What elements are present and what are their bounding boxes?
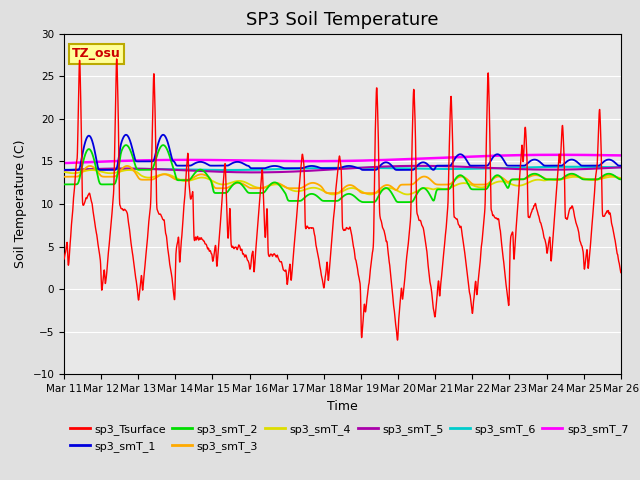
sp3_smT_4 [568,174,576,180]
sp3_smT_3 [584,177,591,182]
sp3_smT_7 [554,152,561,158]
Line: sp3_smT_3: sp3_smT_3 [64,166,621,193]
sp3_smT_4 [617,175,625,181]
Line: sp3_Tsurface: sp3_Tsurface [64,59,621,340]
sp3_smT_1 [359,167,367,173]
sp3_Tsurface [60,256,68,262]
sp3_smT_2 [505,184,513,190]
sp3_smT_3 [60,174,68,180]
X-axis label: Time: Time [327,400,358,413]
sp3_smT_3 [568,172,576,178]
sp3_Tsurface [568,203,576,209]
sp3_smT_1 [504,163,512,168]
sp3_smT_1 [568,156,575,162]
sp3_smT_2 [568,171,576,177]
sp3_smT_4 [505,180,513,186]
sp3_smT_3 [505,179,513,185]
sp3_smT_5 [584,166,591,172]
sp3_smT_3 [359,190,367,196]
sp3_smT_7 [617,153,625,158]
sp3_smT_7 [584,152,591,158]
sp3_smT_2 [60,181,68,187]
sp3_Tsurface [617,270,625,276]
sp3_smT_2 [216,190,223,196]
sp3_smT_1 [60,167,68,173]
sp3_smT_1 [584,163,591,168]
Text: TZ_osu: TZ_osu [72,48,121,60]
sp3_Tsurface [394,337,401,343]
Line: sp3_smT_6: sp3_smT_6 [64,167,621,170]
Line: sp3_smT_2: sp3_smT_2 [64,145,621,202]
sp3_smT_5 [252,169,259,175]
sp3_smT_1 [371,167,379,173]
sp3_smT_7 [216,157,223,163]
sp3_smT_4 [60,169,68,175]
sp3_smT_2 [584,177,591,182]
sp3_smT_6 [221,167,228,173]
Legend: sp3_Tsurface, sp3_smT_1, sp3_smT_2, sp3_smT_3, sp3_smT_4, sp3_smT_5, sp3_smT_6, : sp3_Tsurface, sp3_smT_1, sp3_smT_2, sp3_… [70,424,628,452]
sp3_smT_5 [60,168,68,173]
sp3_smT_5 [505,166,513,171]
sp3_Tsurface [584,254,591,260]
sp3_smT_7 [504,153,512,158]
sp3_smT_5 [216,169,223,175]
sp3_Tsurface [113,56,120,62]
sp3_smT_3 [617,176,625,181]
sp3_smT_6 [216,167,223,173]
Title: SP3 Soil Temperature: SP3 Soil Temperature [246,11,438,29]
sp3_smT_7 [60,160,68,166]
sp3_smT_3 [86,163,94,169]
sp3_smT_6 [568,164,576,169]
sp3_smT_7 [371,157,378,163]
sp3_smT_6 [60,167,68,173]
Y-axis label: Soil Temperature (C): Soil Temperature (C) [14,140,27,268]
sp3_smT_6 [617,165,625,170]
sp3_smT_6 [504,165,512,171]
sp3_smT_6 [371,165,379,171]
sp3_smT_5 [568,167,576,172]
sp3_smT_2 [362,199,369,205]
sp3_Tsurface [505,302,513,308]
Line: sp3_smT_5: sp3_smT_5 [64,166,621,172]
sp3_smT_4 [330,192,337,197]
sp3_smT_6 [359,165,367,171]
sp3_Tsurface [216,232,223,238]
sp3_smT_6 [584,164,591,170]
sp3_smT_4 [359,189,367,195]
Line: sp3_smT_7: sp3_smT_7 [64,155,621,163]
sp3_Tsurface [371,153,379,158]
sp3_smT_5 [359,165,367,170]
sp3_smT_7 [568,152,575,158]
sp3_smT_2 [617,177,625,182]
Line: sp3_smT_1: sp3_smT_1 [64,135,621,170]
sp3_smT_3 [326,190,334,196]
sp3_smT_2 [359,199,367,205]
sp3_smT_4 [584,177,591,182]
Line: sp3_smT_4: sp3_smT_4 [64,170,621,194]
sp3_Tsurface [359,324,367,330]
sp3_smT_3 [371,190,379,196]
sp3_smT_5 [416,163,424,169]
sp3_smT_1 [122,132,130,138]
sp3_smT_5 [617,165,625,170]
sp3_smT_2 [122,142,130,148]
sp3_smT_6 [568,164,575,169]
sp3_smT_7 [358,158,366,164]
sp3_smT_4 [216,181,223,187]
sp3_smT_2 [371,199,379,204]
sp3_smT_4 [88,167,96,173]
sp3_smT_3 [216,185,223,191]
sp3_smT_1 [617,163,625,168]
sp3_smT_4 [371,191,379,196]
sp3_smT_5 [371,164,379,170]
sp3_smT_1 [216,163,223,168]
